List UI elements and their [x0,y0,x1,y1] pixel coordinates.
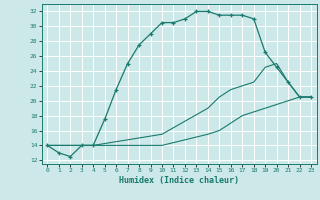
X-axis label: Humidex (Indice chaleur): Humidex (Indice chaleur) [119,176,239,185]
